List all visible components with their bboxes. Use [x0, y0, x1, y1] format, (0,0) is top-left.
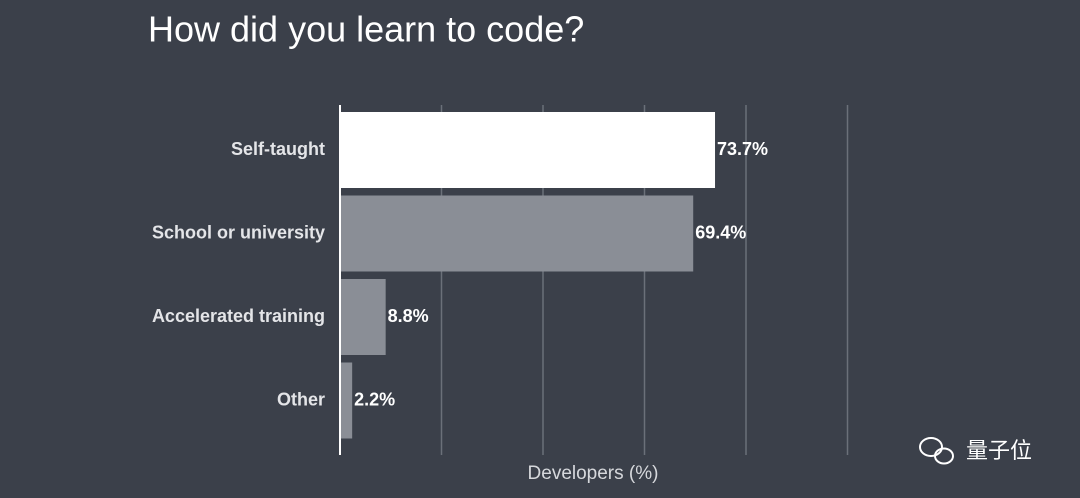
- y-tick-label: Other: [277, 389, 325, 409]
- value-label: 2.2%: [354, 389, 395, 409]
- value-label: 69.4%: [695, 222, 746, 242]
- chart-title: How did you learn to code?: [148, 9, 584, 50]
- y-tick-label: Self-taught: [231, 139, 325, 159]
- y-tick-label: School or university: [152, 222, 325, 242]
- value-label: 8.8%: [388, 306, 429, 326]
- x-axis-label: Developers (%): [528, 463, 659, 484]
- y-tick-label: Accelerated training: [152, 306, 325, 326]
- bar: [341, 279, 386, 355]
- watermark: 量子位: [966, 438, 1032, 463]
- bar: [341, 362, 353, 439]
- watermark-icon: [919, 437, 954, 465]
- bar: [341, 195, 694, 272]
- value-label: 73.7%: [717, 139, 768, 159]
- bar: [341, 112, 716, 188]
